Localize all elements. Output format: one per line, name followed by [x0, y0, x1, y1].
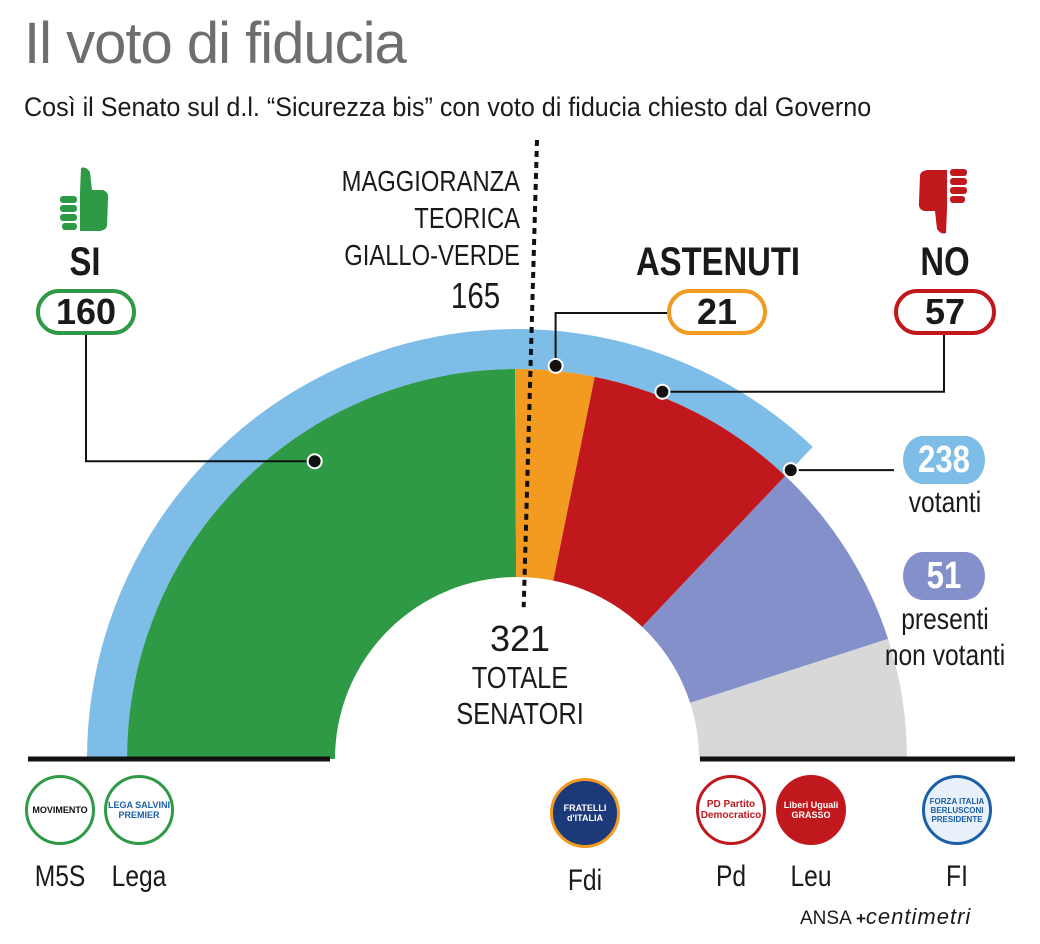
no-label: NO	[920, 240, 970, 284]
presenti-value: 51	[903, 552, 985, 600]
footer-plus-icon: +	[855, 909, 866, 928]
party-name-pd: Pd	[715, 860, 747, 893]
no-value: 57	[924, 291, 966, 332]
m5s-logo: MOVIMENTO	[25, 775, 95, 845]
majority-line-3: GIALLO-VERDE	[344, 240, 520, 272]
lega-logo-text: LEGA SALVINI PREMIER	[107, 800, 170, 820]
astenuti-connector	[554, 312, 667, 366]
party-name-fdi: Fdi	[567, 864, 603, 897]
pd-logo-text: PD Partito Democratico	[700, 799, 762, 821]
lega-logo: LEGA SALVINI PREMIER	[104, 775, 174, 845]
party-name-fi: FI	[946, 860, 968, 893]
footer-source: ANSA	[800, 908, 851, 929]
si-segment	[127, 369, 517, 759]
astenuti-value: 21	[696, 291, 738, 332]
majority-value: 165	[450, 275, 501, 316]
astenuti-dot	[547, 357, 564, 374]
fdi-logo: FRATELLI d'ITALIA	[550, 778, 620, 848]
total-label: TOTALE SENATORI	[438, 660, 602, 732]
presenti-segment	[642, 475, 889, 703]
footer-brand: centimetri	[865, 904, 972, 929]
si-label: SI	[69, 240, 101, 284]
presenti-label: presenti non votanti	[875, 602, 1014, 674]
majority-line-2: TEORICA	[414, 203, 520, 235]
fdi-logo-text: FRATELLI d'ITALIA	[563, 803, 607, 823]
votanti-band	[87, 328, 813, 759]
footer-credit: ANSA +centimetri	[800, 904, 971, 930]
astenuti-value-pill: 21	[667, 289, 767, 335]
party-name-m5s: M5S	[34, 860, 86, 893]
votanti-label: votanti	[908, 486, 982, 519]
presenti-line-2: non votanti	[884, 639, 1006, 672]
fi-logo-text: FORZA ITALIA BERLUSCONI PRESIDENTE	[929, 796, 985, 824]
fi-logo: FORZA ITALIA BERLUSCONI PRESIDENTE	[922, 775, 992, 845]
party-name-lega: Lega	[111, 860, 167, 893]
votanti-dot	[782, 462, 799, 479]
majority-line-1: MAGGIORANZA	[341, 166, 520, 198]
astenuti-label: ASTENUTI	[636, 240, 800, 284]
leu-logo-text: Liberi Uguali GRASSO	[783, 800, 839, 820]
si-dot	[306, 453, 323, 470]
page-subtitle: Così il Senato sul d.l. “Sicurezza bis” …	[24, 92, 872, 122]
total-value: 321	[489, 618, 551, 659]
total-line-2: SENATORI	[456, 696, 584, 731]
no-value-pill: 57	[894, 289, 996, 335]
m5s-logo-text: MOVIMENTO	[32, 805, 88, 815]
assenti-segment	[690, 638, 907, 759]
si-value: 160	[55, 291, 117, 332]
votanti-value: 238	[903, 436, 985, 484]
connector-lines	[85, 312, 945, 479]
astenuti-segment	[515, 369, 595, 581]
party-name-leu: Leu	[790, 860, 832, 893]
leu-logo: Liberi Uguali GRASSO	[776, 775, 846, 845]
majority-label: MAGGIORANZA TEORICA GIALLO-VERDE 165	[300, 164, 520, 317]
pd-logo: PD Partito Democratico	[696, 775, 766, 845]
majority-dotted-line	[521, 139, 539, 608]
total-line-1: TOTALE	[471, 660, 569, 695]
no-segment	[553, 376, 786, 627]
no-connector	[662, 335, 945, 393]
no-dot	[654, 383, 671, 400]
page-title: Il voto di fiducia	[24, 11, 407, 76]
hemicycle-arcs	[87, 328, 907, 759]
si-connector	[85, 335, 315, 463]
presenti-line-1: presenti	[901, 603, 989, 636]
si-value-pill: 160	[36, 289, 136, 335]
